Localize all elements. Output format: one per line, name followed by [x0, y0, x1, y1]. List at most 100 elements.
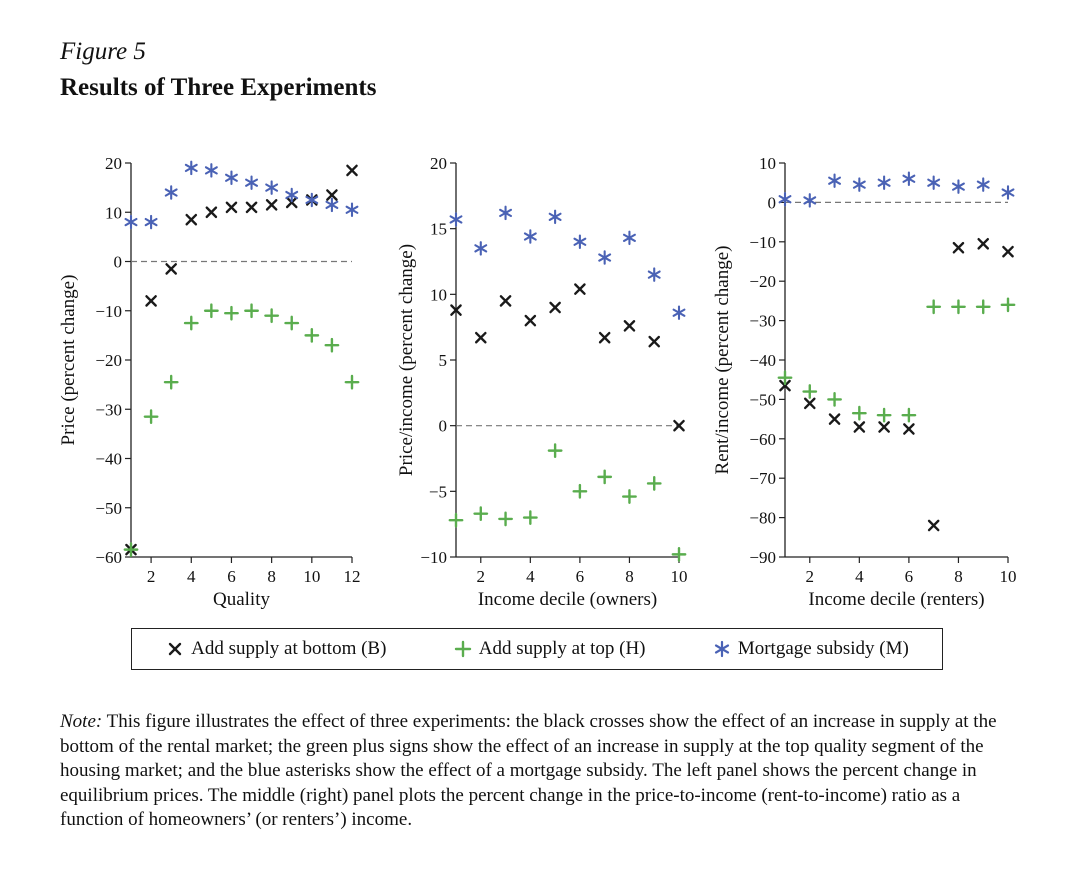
data-point-h	[827, 392, 842, 407]
legend-item-mortgage-subsidy: Mortgage subsidy (M)	[712, 638, 909, 660]
data-point-b	[952, 241, 965, 254]
y-tick-label: 5	[439, 351, 448, 370]
data-point-m	[225, 170, 238, 186]
data-point-b	[927, 519, 940, 532]
y-tick-label: −10	[95, 302, 122, 321]
data-point-h	[646, 476, 662, 491]
data-point-b	[598, 331, 611, 344]
chart-panel-3: −90 −80 −70 −60 −50 −40 −30 −20 −10 0 10 2 4 6 8 10 Inco…	[712, 154, 1017, 610]
data-point-h	[777, 370, 793, 386]
data-point-m	[499, 205, 513, 221]
data-point-h	[901, 407, 917, 423]
x-axis-label: Income decile (renters)	[808, 589, 984, 610]
x-tick-label: 2	[806, 567, 815, 586]
y-tick-label: −80	[749, 509, 776, 528]
data-point-h	[163, 374, 179, 390]
y-tick-label: −30	[749, 312, 776, 331]
data-point-b	[346, 164, 358, 177]
y-tick-label: 10	[759, 154, 776, 173]
plus-marker-icon	[454, 640, 471, 658]
data-point-b	[648, 335, 661, 348]
y-tick-label: −10	[420, 548, 447, 567]
legend-item-top-supply: Add supply at top (H)	[453, 638, 646, 660]
data-point-b	[265, 199, 278, 211]
data-point-b	[326, 189, 338, 201]
data-point-b	[623, 320, 636, 332]
x-axis-label: Quality	[213, 589, 270, 610]
data-point-m	[325, 197, 339, 213]
chart-legend: Add supply at bottom (B) Add supply at t…	[131, 628, 943, 670]
y-tick-label: −70	[749, 469, 776, 488]
data-point-b	[779, 379, 791, 392]
x-tick-label: 2	[477, 567, 486, 586]
y-tick-label: −60	[95, 548, 122, 567]
x-tick-label: 4	[187, 567, 196, 586]
data-point-h	[244, 303, 259, 319]
data-point-b	[853, 421, 866, 433]
data-point-b	[977, 237, 990, 250]
y-tick-label: −90	[749, 548, 776, 567]
data-point-m	[803, 193, 817, 208]
data-point-b	[673, 419, 685, 432]
data-point-h	[851, 405, 867, 421]
data-point-m	[204, 163, 218, 178]
x-tick-label: 8	[954, 567, 963, 586]
data-point-m	[265, 180, 279, 195]
legend-label-top-supply: Add supply at top (H)	[478, 638, 646, 659]
data-point-m	[622, 230, 636, 246]
figure-note: Note: This figure illustrates the effect…	[60, 710, 1025, 833]
data-point-m	[852, 177, 866, 192]
figure-label: Figure 5	[60, 38, 146, 65]
data-point-h	[876, 407, 892, 423]
data-point-m	[927, 175, 941, 190]
data-point-h	[264, 308, 280, 324]
legend-label-bottom-supply: Add supply at bottom (B)	[191, 638, 387, 659]
legend-label-mortgage-subsidy: Mortgage subsidy (M)	[737, 638, 909, 659]
data-point-h	[622, 489, 637, 504]
x-tick-label: 8	[625, 567, 634, 586]
y-axis-label: Price/income (percent change)	[396, 244, 417, 476]
y-tick-label: −20	[749, 272, 776, 291]
data-point-b	[803, 397, 816, 410]
y-axis-label: Rent/income (percent change)	[712, 246, 733, 475]
data-point-h	[183, 315, 199, 331]
data-point-h	[123, 542, 139, 558]
data-point-m	[828, 173, 842, 188]
data-point-h	[802, 384, 818, 399]
y-axis-label: Price (percent change)	[58, 275, 79, 446]
chart-panel-2: −10 −5 0 5 10 15 20 2 4 6 8 10 Income decile (owners…	[396, 154, 688, 610]
data-point-h	[284, 315, 300, 331]
data-point-m	[902, 171, 916, 187]
data-point-h	[547, 443, 563, 459]
data-point-m	[877, 175, 891, 190]
data-point-m	[598, 250, 612, 265]
y-tick-label: 10	[430, 285, 447, 304]
data-point-m	[672, 305, 686, 320]
chart-panel-1: −60 −50 −40 −30 −20 −10 0 10 20 2 4 6 8 10 12 Quality Pr…	[58, 154, 361, 610]
data-point-m	[164, 185, 178, 200]
data-point-b	[828, 413, 841, 425]
data-point-h	[951, 299, 966, 315]
x-tick-label: 8	[267, 567, 276, 586]
y-tick-label: −50	[95, 499, 122, 518]
data-point-m	[951, 179, 965, 194]
y-tick-label: −40	[95, 450, 122, 469]
x-tick-label: 10	[1000, 567, 1017, 586]
x-tick-label: 4	[855, 567, 864, 586]
data-point-b	[549, 301, 561, 314]
data-point-b	[205, 206, 218, 219]
y-tick-label: −20	[95, 351, 122, 370]
x-tick-label: 6	[905, 567, 914, 586]
data-point-m	[144, 214, 158, 230]
y-tick-label: −60	[749, 430, 776, 449]
data-point-m	[245, 175, 258, 190]
data-point-h	[344, 374, 360, 390]
x-tick-label: 2	[147, 567, 156, 586]
y-tick-label: 20	[105, 154, 122, 173]
data-point-m	[523, 229, 537, 244]
y-tick-label: −50	[749, 390, 776, 409]
y-tick-label: 20	[430, 154, 447, 173]
data-point-h	[572, 483, 588, 499]
y-tick-label: −10	[749, 233, 776, 252]
